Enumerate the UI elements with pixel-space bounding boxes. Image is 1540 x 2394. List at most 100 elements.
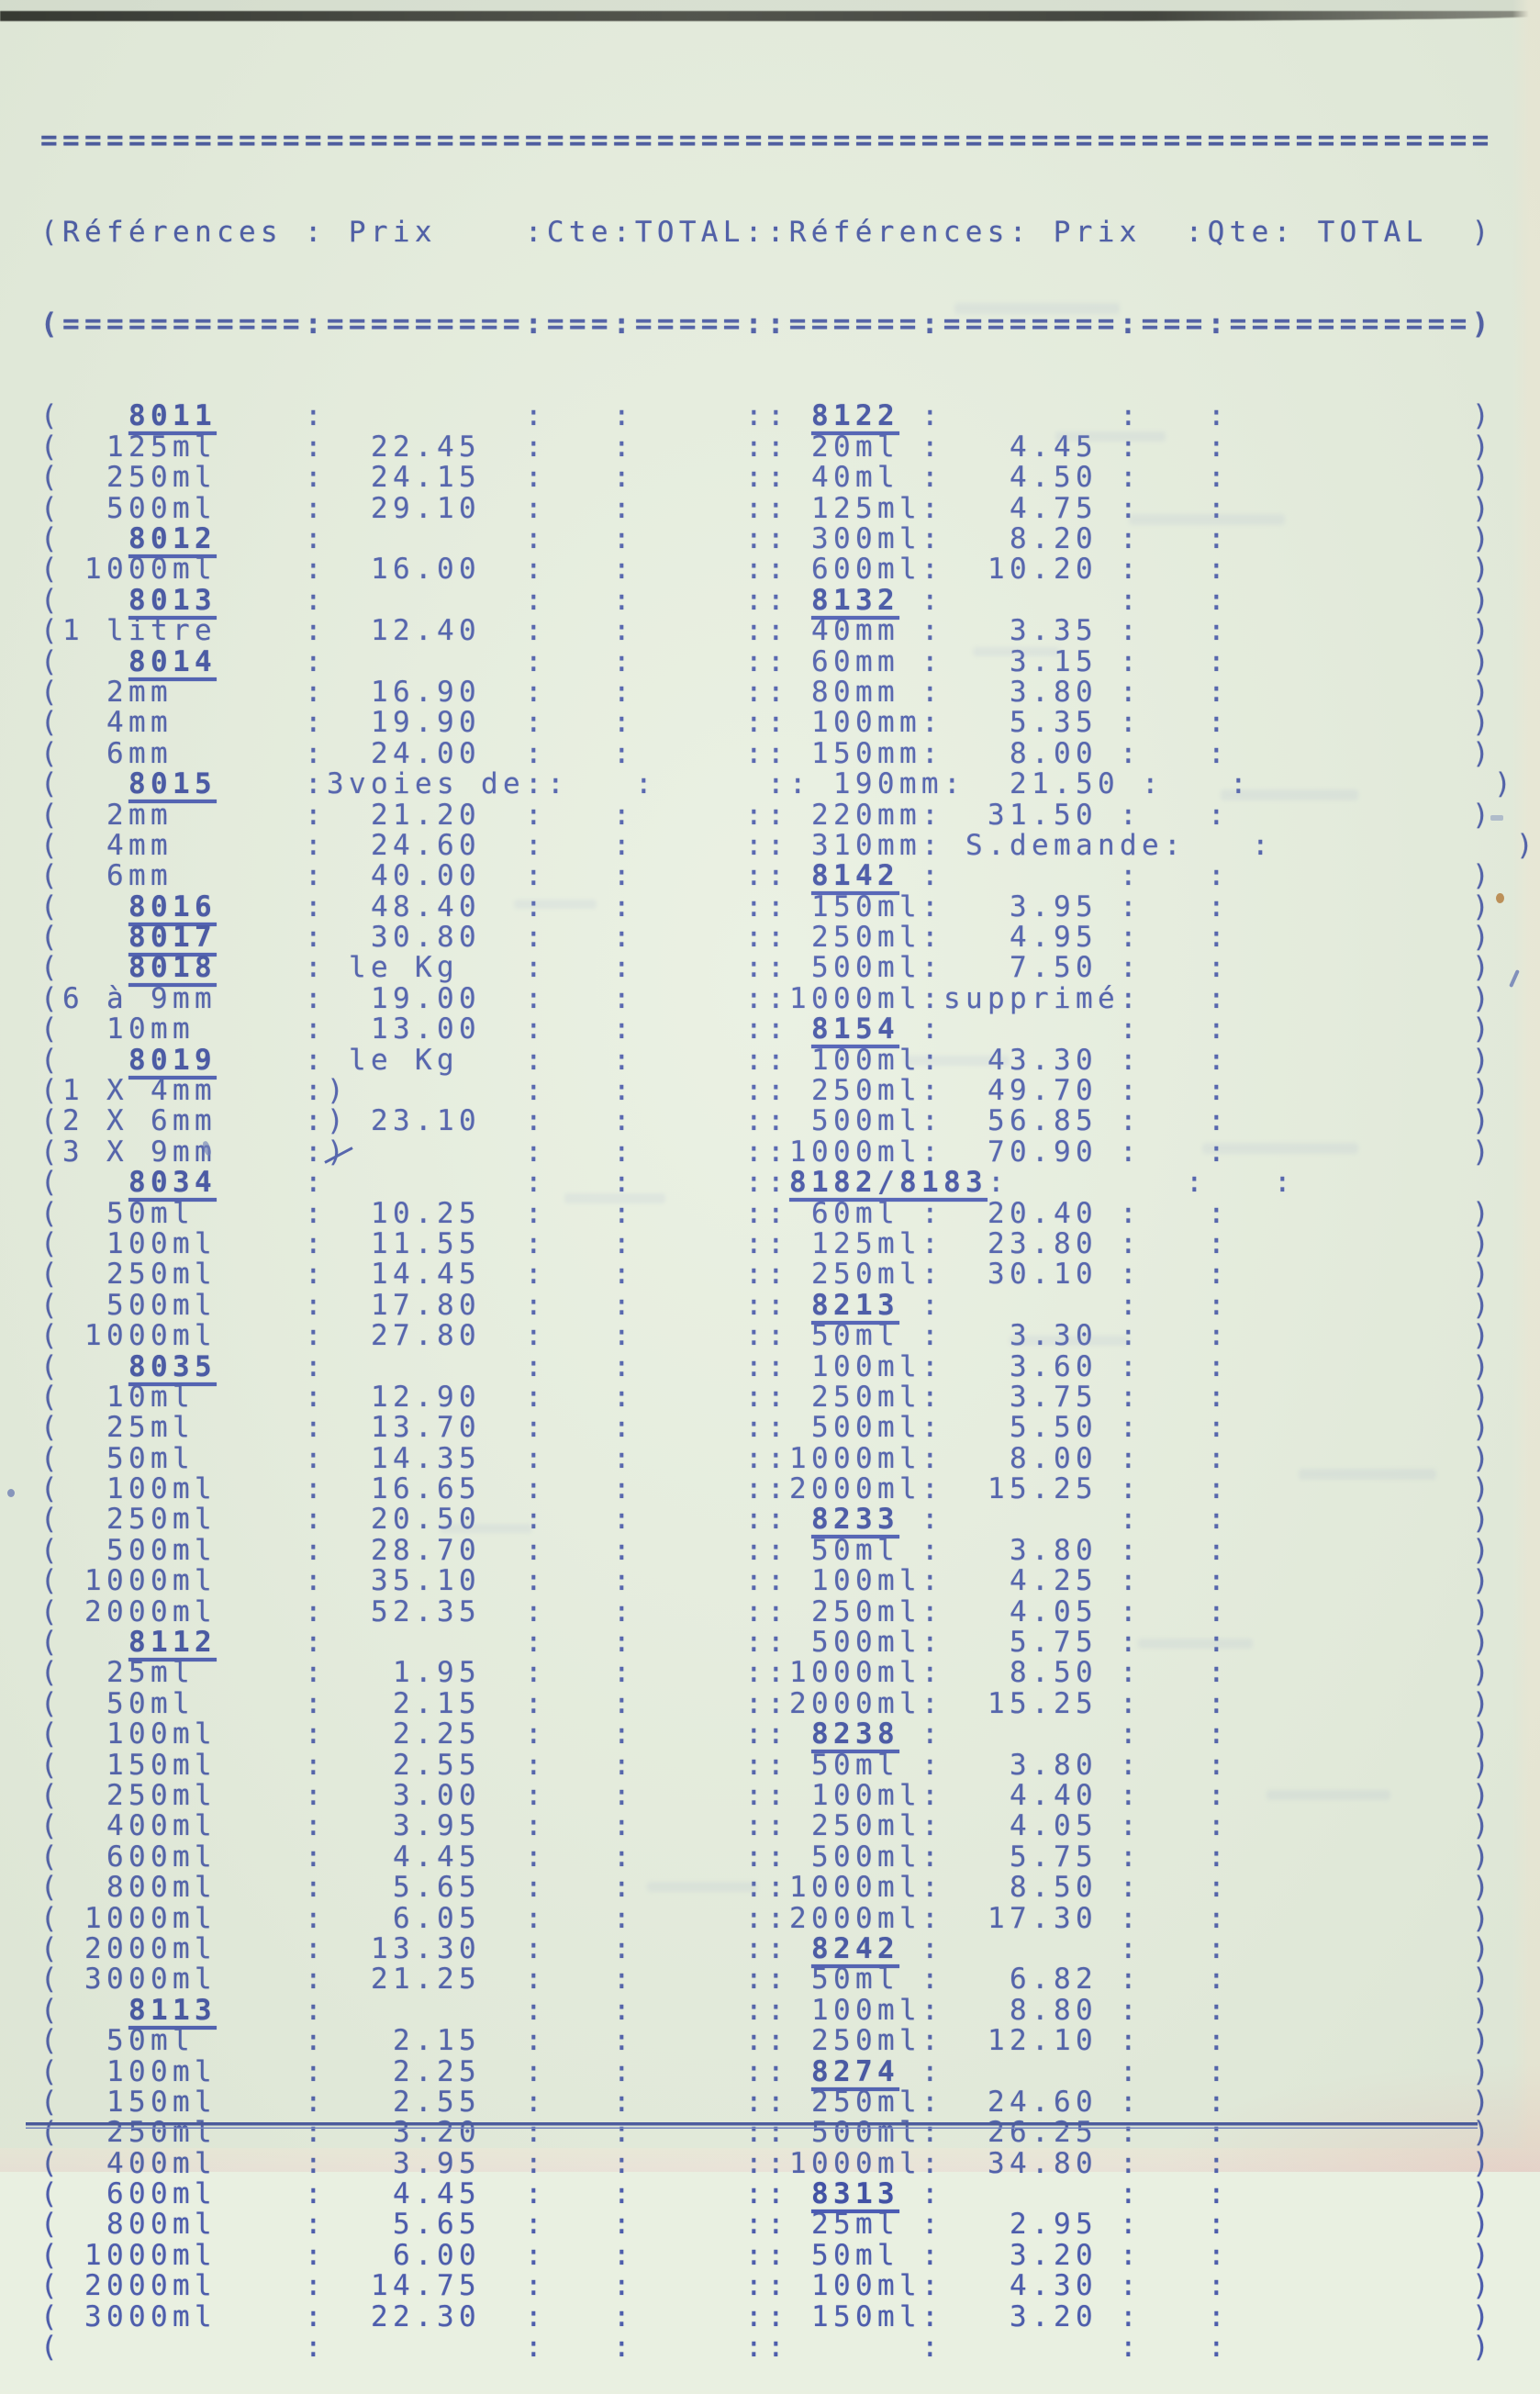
colon-separator: : [1120, 614, 1142, 648]
total-cell [1230, 2149, 1472, 2179]
cte-cell [547, 1291, 613, 1321]
colon-separator: : [613, 1104, 635, 1138]
total-cell [635, 1382, 745, 1413]
column-divider-colons: :: [745, 1380, 789, 1414]
total-cell [635, 463, 745, 493]
colon-separator: : [1208, 2269, 1230, 2303]
close-paren-mark: ) [1472, 461, 1494, 495]
total-cell [1230, 463, 1472, 493]
colon-separator: : [305, 1871, 327, 1905]
colon-separator: : [921, 1748, 943, 1782]
price-value: 31.50 [988, 798, 1098, 832]
colon-separator: : [921, 1686, 943, 1720]
colon-separator: : [305, 828, 327, 862]
colon-separator: : [613, 1503, 635, 1537]
size-label: 6mm [62, 736, 173, 770]
price-value: 3.95 [1010, 889, 1098, 923]
size-label: 125ml [789, 1226, 921, 1260]
colon-separator: : [1120, 675, 1142, 709]
colon-separator: : [921, 859, 943, 893]
column-divider-colons: :: [745, 1840, 789, 1874]
size-label: 500ml [62, 491, 217, 525]
total-cell [635, 2241, 745, 2271]
price-value: 14.45 [371, 1258, 481, 1292]
colon-separator: : [613, 921, 635, 955]
cte-cell [547, 831, 613, 861]
price-value: 13.00 [371, 1012, 481, 1046]
size-label: 1000ml [62, 1319, 217, 1353]
open-paren-mark: ( [40, 859, 62, 893]
colon-separator: : [1208, 1411, 1230, 1445]
open-paren-mark: ( [40, 644, 62, 678]
price-value: 5.65 [393, 1871, 481, 1905]
size-label: 100ml [789, 1043, 921, 1077]
price-value: 5.50 [1010, 1411, 1098, 1445]
colon-separator: : [305, 583, 327, 617]
column-divider-colons: :: [745, 1686, 789, 1720]
table-row: ( 1000ml:16.00:::: 600ml:10.20::) [40, 554, 1500, 585]
colon-separator: : [613, 1380, 635, 1414]
price-value: 3.80 [1010, 1533, 1098, 1567]
colon-separator: : [1208, 1196, 1230, 1230]
price-value: 3.95 [393, 1809, 481, 1843]
colon-separator: : [921, 981, 943, 1015]
size-label: 2000ml [789, 1686, 921, 1720]
colon-separator: : [613, 2024, 635, 2058]
colon-separator: : [1208, 736, 1230, 770]
table-row: ( 250ml:14.45:::: 250ml:30.10::) [40, 1259, 1500, 1290]
price-value: 2.55 [393, 2085, 481, 2119]
column-divider-colons: :: [745, 1931, 789, 1965]
reference-number: 8182/8183 [789, 1167, 988, 1198]
cte-cell [547, 2241, 613, 2271]
total-cell [635, 1321, 745, 1351]
colon-separator: : [1208, 921, 1230, 955]
size-label: 300ml [789, 521, 921, 555]
colon-separator: : [1208, 1441, 1230, 1475]
colon-separator: : [305, 1840, 327, 1874]
colon-separator: : [525, 1411, 547, 1445]
colon-separator: : [1208, 1564, 1230, 1598]
colon-separator: : [613, 1319, 635, 1353]
column-divider-colons: :: [745, 1166, 789, 1200]
size-label: 2000ml [789, 1472, 921, 1506]
column-divider-colons: :: [745, 430, 789, 464]
colon-separator: : [921, 675, 943, 709]
size-label: 500ml [789, 1411, 921, 1445]
total-cell [1230, 401, 1472, 431]
reference-number: 8213 [789, 1290, 921, 1321]
qte-cell [1142, 1259, 1208, 1290]
qte-cell [1142, 1505, 1208, 1535]
qte-cell [1142, 953, 1208, 983]
close-paren-mark: ) [1472, 2146, 1494, 2180]
column-divider-colons: :: [745, 491, 789, 525]
cte-cell [547, 1474, 613, 1505]
size-label: 50ml [62, 1686, 195, 1720]
colon-separator: : [1120, 2054, 1142, 2088]
reference-number: 8154 [789, 1014, 921, 1045]
open-paren-mark: ( [40, 798, 62, 832]
open-paren-mark: ( [40, 828, 62, 862]
total-cell [635, 647, 745, 677]
total-cell [1230, 739, 1472, 769]
total-cell [1230, 2302, 1472, 2332]
price-value [327, 1352, 525, 1382]
close-paren-mark: ) [1472, 1594, 1494, 1628]
colon-separator: : [921, 461, 943, 495]
column-divider-colons: :: [745, 981, 789, 1015]
colon-separator: : [1120, 553, 1142, 587]
table-header: (Références : Prix :Cte:TOTAL::Référence… [40, 216, 1494, 250]
total-cell [635, 432, 745, 463]
column-divider-colons: :: [745, 1594, 789, 1628]
qte-cell [1142, 1566, 1208, 1596]
colon-separator: : [525, 1196, 547, 1230]
size-label: 500ml [789, 1104, 921, 1138]
qte-cell [1142, 861, 1208, 891]
colon-separator: : [525, 889, 547, 923]
total-cell [1230, 647, 1472, 677]
colon-separator: : [1120, 1503, 1142, 1537]
price-value: 43.30 [988, 1043, 1098, 1077]
colon-separator: : [305, 2146, 327, 2180]
open-paren-mark: ( [40, 1226, 62, 1260]
colon-separator: : [305, 1288, 327, 1322]
colon-separator: : [305, 706, 327, 740]
